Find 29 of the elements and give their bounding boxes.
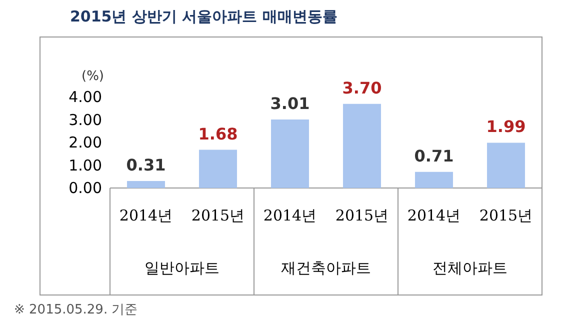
- data-label: 3.70: [342, 78, 382, 98]
- x-tick-label: 2014년: [263, 206, 317, 224]
- x-tick-label: 2014년: [407, 206, 461, 224]
- x-tick-label: 2014년: [119, 206, 173, 224]
- data-label: 0.71: [414, 146, 454, 166]
- y-tick-label: 2.00: [68, 134, 102, 152]
- y-tick-label: 0.00: [68, 179, 102, 197]
- x-tick-label: 2015년: [335, 206, 389, 224]
- data-label: 3.01: [270, 94, 310, 114]
- data-label: 1.99: [486, 117, 526, 136]
- x-tick-label: 2015년: [191, 206, 245, 224]
- y-tick-label: 3.00: [68, 110, 102, 129]
- text: 일반아파트: [144, 259, 220, 277]
- data-label: 0.31: [126, 155, 166, 174]
- chart-title: 2015년 상반기 서울아파트 매매변동률: [70, 8, 338, 26]
- data-label: 1.68: [198, 124, 238, 144]
- text: 재건축아파트: [281, 259, 371, 277]
- bar: [271, 120, 309, 188]
- y-axis-title: (%): [82, 69, 104, 84]
- y-tick-label: 1.00: [68, 156, 102, 174]
- bar: [199, 150, 237, 188]
- x-tick-label: 2015년: [479, 206, 533, 224]
- y-tick-label: 4.00: [68, 88, 102, 106]
- text: 전체아파트: [432, 259, 508, 277]
- bar: [127, 180, 165, 188]
- bar: [415, 172, 453, 188]
- bar: [487, 142, 525, 188]
- bar: [343, 104, 381, 188]
- text: ※ 2015.05.29. 기준: [14, 302, 138, 318]
